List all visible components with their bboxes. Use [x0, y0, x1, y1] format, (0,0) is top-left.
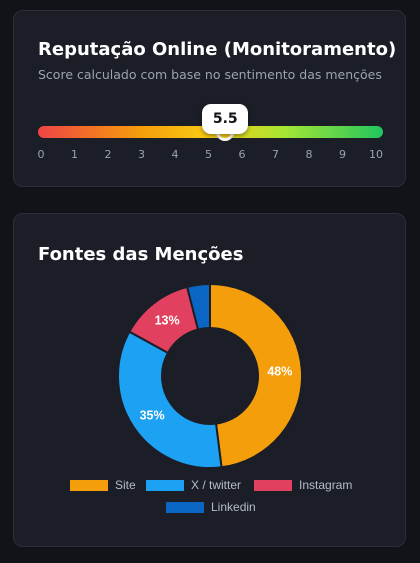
donut-data-label: 48%	[267, 365, 292, 379]
legend-label: X / twitter	[191, 478, 242, 492]
legend-swatch	[146, 479, 184, 491]
donut-slice-site[interactable]	[209, 282, 303, 469]
score-value-bubble: 5.5	[202, 104, 249, 134]
legend-item-x-twitter[interactable]: X / twitter	[146, 478, 241, 492]
scale-tick-6: 6	[238, 148, 246, 161]
scale-tick-5: 5	[205, 148, 212, 161]
legend-swatch	[254, 479, 292, 491]
legend-label: Site	[115, 478, 136, 492]
legend-item-linkedin[interactable]: Linkedin	[166, 500, 256, 514]
scale-tick-7: 7	[272, 148, 279, 161]
sources-title: Fontes das Menções	[38, 244, 244, 265]
scale-tick-1: 1	[71, 148, 78, 161]
scale-tick-8: 8	[305, 148, 313, 161]
legend-swatch	[70, 479, 108, 491]
reputation-card: Reputação Online (Monitoramento) Score c…	[13, 10, 406, 187]
scale-tick-2: 2	[104, 148, 112, 161]
sources-card: Fontes das Menções 48% 35% 13% Site X / twi…	[13, 213, 406, 547]
legend-label: Linkedin	[211, 500, 256, 514]
scale-tick-3: 3	[138, 148, 145, 161]
legend-label: Instagram	[299, 478, 353, 492]
donut-data-label: 35%	[140, 408, 165, 422]
sources-donut-chart: 48% 35% 13%	[117, 282, 303, 469]
scale-tick-9: 9	[339, 148, 346, 161]
donut-slice-x-twitter[interactable]	[117, 330, 223, 469]
scale-tick-4: 4	[171, 148, 179, 161]
reputation-title: Reputação Online (Monitoramento)	[38, 39, 397, 60]
donut-data-label: 13%	[155, 314, 180, 328]
legend-item-site[interactable]: Site	[70, 478, 136, 492]
scale-tick-0: 0	[37, 148, 45, 161]
reputation-subtitle: Score calculado com base no sentimento d…	[38, 67, 382, 82]
scale-tick-10: 10	[369, 148, 383, 161]
donut-slice-linkedin[interactable]	[185, 282, 211, 331]
legend-item-instagram[interactable]: Instagram	[254, 478, 352, 492]
legend-swatch	[166, 501, 204, 513]
